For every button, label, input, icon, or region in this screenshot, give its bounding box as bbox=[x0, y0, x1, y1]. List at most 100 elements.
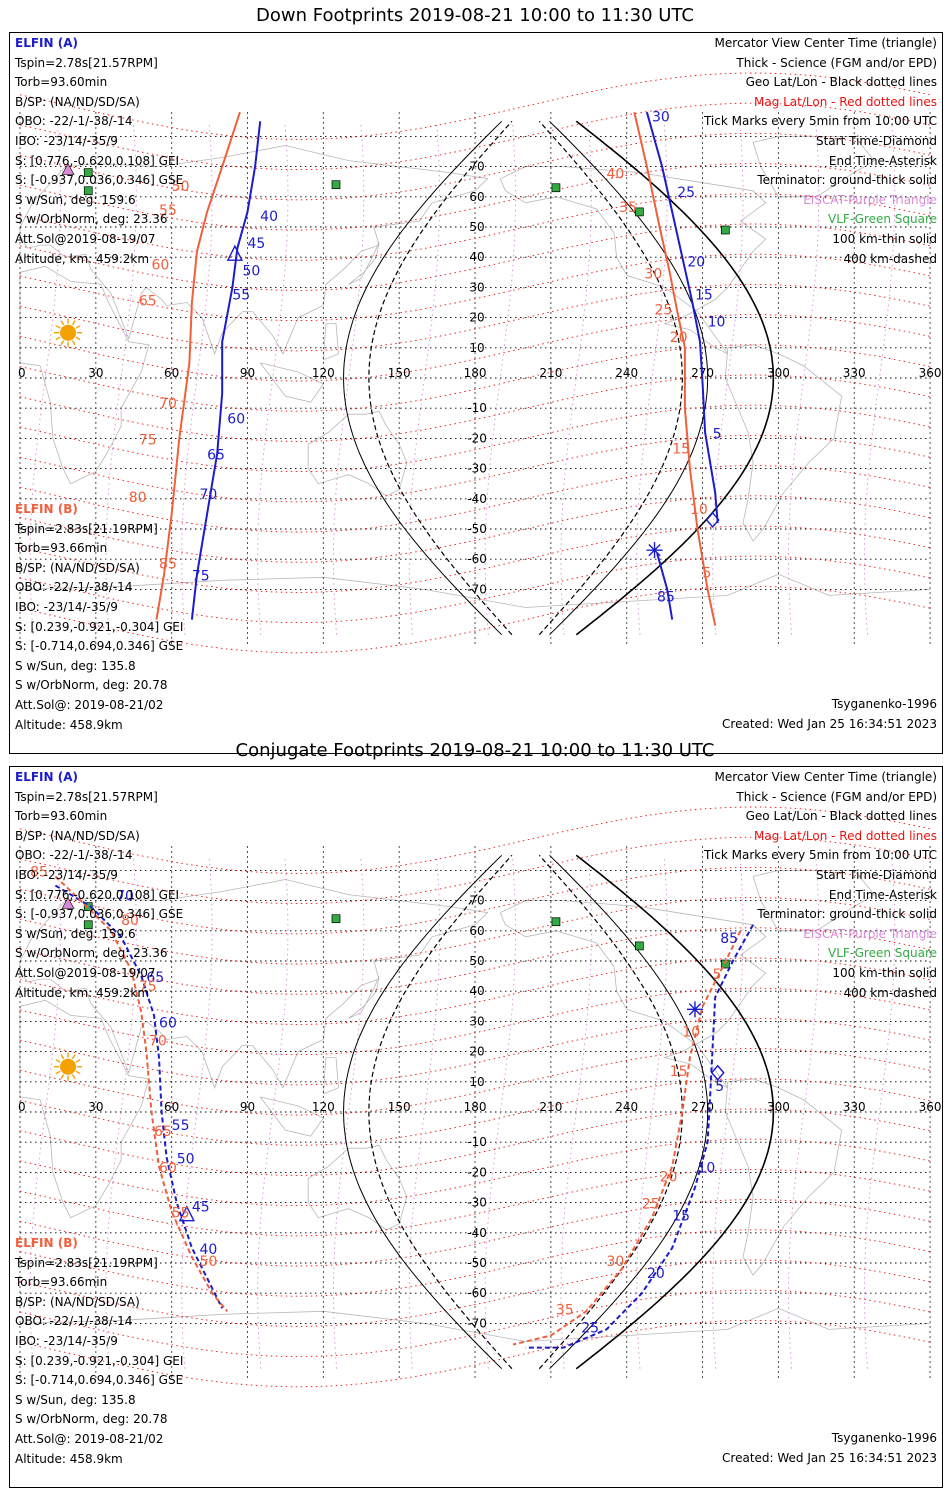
mag-parallel bbox=[19, 223, 931, 291]
tick-mark-label: 5 bbox=[715, 1079, 724, 1095]
mag-parallel bbox=[19, 927, 931, 995]
asterisk-stroke bbox=[648, 543, 661, 557]
tick-mark-label: 55 bbox=[172, 1206, 190, 1222]
vlf-square-icon bbox=[83, 186, 93, 196]
info-line: S w/OrbNorm, deg: 23.36 bbox=[15, 946, 168, 961]
lat-tick-label: 30 bbox=[469, 1014, 484, 1028]
legend-item: Terminator: ground-thick solid bbox=[757, 173, 937, 188]
terminator-ground-east bbox=[575, 854, 775, 1370]
vlf-square-icon bbox=[551, 917, 561, 927]
tick-mark-label: 60 bbox=[159, 1160, 177, 1176]
legend-item: 100 km-thin solid bbox=[832, 965, 937, 980]
coastline bbox=[19, 879, 489, 1090]
mag-meridian bbox=[257, 121, 289, 635]
legend-item: Mag Lat/Lon - Red dotted lines bbox=[753, 828, 937, 843]
mag-parallel bbox=[19, 1259, 931, 1327]
tick-mark-label: 25 bbox=[677, 185, 695, 201]
mag-parallel bbox=[19, 1048, 931, 1116]
sun-icon bbox=[54, 1052, 83, 1081]
lon-tick-label: 30 bbox=[88, 366, 103, 380]
tick-mark-label: 10 bbox=[690, 502, 708, 518]
mag-parallel bbox=[19, 193, 931, 261]
conj-title: Conjugate Footprints 2019-08-21 10:00 to… bbox=[235, 740, 715, 761]
sun-ray bbox=[75, 1070, 81, 1075]
lat-tick-label: 50 bbox=[469, 954, 484, 968]
info-line: Tspin=2.78s[21.57RPM] bbox=[15, 789, 158, 804]
tick-mark-label: 60 bbox=[227, 411, 245, 427]
mag-meridian bbox=[484, 121, 516, 635]
mag-meridian bbox=[257, 855, 289, 1369]
legend-item: Mercator View Center Time (triangle) bbox=[714, 770, 937, 784]
info-line: Torb=93.60min bbox=[15, 809, 108, 824]
mag-meridian bbox=[712, 121, 744, 635]
elfin-a-conj-east bbox=[525, 924, 754, 1349]
mag-parallel bbox=[19, 374, 931, 442]
coastline bbox=[259, 362, 324, 403]
terminator-400km-west bbox=[368, 120, 513, 636]
info-line: IBO: -23/14/-35/9 bbox=[15, 867, 118, 882]
lat-tick-label: -40 bbox=[467, 1226, 487, 1240]
coastline bbox=[724, 344, 843, 542]
tick-mark-label: 5 bbox=[703, 565, 712, 581]
mag-meridian bbox=[408, 855, 441, 1369]
mag-parallel bbox=[19, 132, 931, 201]
lat-tick-label: -30 bbox=[467, 462, 487, 476]
info-line: Att.Sol@: 2019-08-21/02 bbox=[15, 697, 164, 712]
sun-ray bbox=[71, 1054, 76, 1060]
end-asterisk-icon bbox=[646, 542, 663, 559]
lon-tick-label: 240 bbox=[615, 1100, 638, 1114]
coastline bbox=[724, 1078, 843, 1276]
info-line: S w/Sun, deg: 135.8 bbox=[15, 658, 136, 673]
mag-parallel bbox=[19, 1168, 931, 1237]
eiscat-triangle-icon bbox=[61, 896, 75, 909]
footer-model: Tsyganenko-1996 bbox=[831, 697, 937, 711]
info-line: Att.Sol@: 2019-08-21/02 bbox=[15, 1431, 164, 1446]
legend-item: EISCAT-Purple Triangle bbox=[803, 926, 937, 941]
terminator bbox=[343, 120, 775, 636]
lat-tick-label: -70 bbox=[467, 1316, 487, 1330]
lat-tick-label: 60 bbox=[469, 924, 484, 938]
info-line: S: [0.776,-0.620,0.108] GEI bbox=[15, 887, 180, 902]
lat-tick-label: 40 bbox=[469, 984, 484, 998]
coastline bbox=[323, 1057, 339, 1095]
mag-meridians bbox=[29, 855, 896, 1369]
center-time-triangle-icon bbox=[178, 1205, 195, 1222]
lon-tick-label: 60 bbox=[164, 366, 179, 380]
elfin-b-name: ELFIN (B) bbox=[15, 502, 78, 516]
lon-tick-label: 180 bbox=[464, 1100, 487, 1114]
tick-mark-label: 35 bbox=[619, 200, 637, 216]
end-asterisk-icon bbox=[686, 1001, 703, 1018]
mag-parallel bbox=[19, 525, 931, 593]
tick-mark-label: 15 bbox=[672, 1209, 690, 1225]
tick-mark-label: 30 bbox=[652, 109, 670, 125]
mag-parallel bbox=[19, 897, 931, 965]
coastline bbox=[307, 410, 408, 497]
track-tick-labels: 50 55 60 65 70 75 80 85 40 35 30 25 20 15 10 5 bbox=[129, 167, 712, 582]
mag-meridian bbox=[788, 855, 820, 1369]
lat-tick-label: -10 bbox=[467, 1135, 487, 1149]
info-line: OBO: -22/-1/-38/-14 bbox=[15, 580, 133, 595]
elfin-a-name: ELFIN (A) bbox=[15, 36, 78, 50]
mag-meridian bbox=[863, 855, 896, 1369]
legend-item: End Time-Asterisk bbox=[828, 887, 937, 902]
sun-ray bbox=[55, 325, 61, 329]
tick-mark-label: 10 bbox=[708, 315, 726, 331]
tick-mark-label: 10 bbox=[682, 1025, 700, 1041]
terminator-100km-west bbox=[343, 120, 503, 636]
tick-mark-label: 40 bbox=[199, 1242, 217, 1258]
tick-mark-label: 55 bbox=[232, 287, 250, 303]
mag-parallel bbox=[19, 806, 931, 874]
tick-mark-label: 70 bbox=[159, 396, 177, 412]
lat-tick-label: 20 bbox=[469, 1045, 484, 1059]
info-line: S w/Sun, deg: 159.6 bbox=[15, 926, 136, 941]
tick-mark-label: 35 bbox=[556, 1302, 574, 1318]
legend-item: 400 km-dashed bbox=[843, 251, 937, 266]
lon-tick-label: 270 bbox=[691, 1100, 714, 1114]
tick-mark-label: 50 bbox=[177, 1151, 195, 1167]
legend-item: Geo Lat/Lon - Black dotted lines bbox=[745, 809, 937, 824]
lon-tick-label: 0 bbox=[18, 366, 26, 380]
tick-mark-label: 65 bbox=[207, 448, 225, 464]
lon-tick-label: 150 bbox=[388, 1100, 411, 1114]
lat-tick-label: -50 bbox=[467, 1256, 487, 1270]
tick-mark-label: 30 bbox=[606, 1254, 624, 1270]
